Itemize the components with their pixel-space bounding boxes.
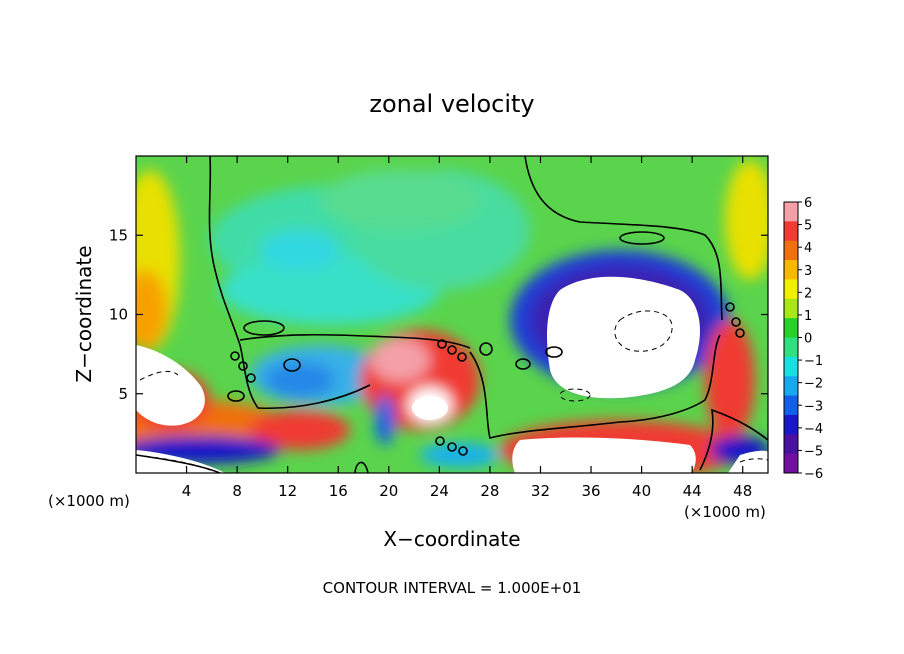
x-tick-label: 8: [232, 482, 242, 500]
x-axis: 4 8 12 16 20 24 28 32 36 40 44 48: [182, 156, 752, 500]
x-tick-label: 4: [182, 482, 192, 500]
colorbar-tick-label: −3: [804, 399, 823, 414]
colorbar-swatch: [784, 221, 798, 242]
colorbar-tick-label: −5: [804, 444, 823, 459]
colorbar-tick-label: 2: [804, 286, 812, 301]
colorbar-swatch: [784, 434, 798, 455]
y-tick-label: 5: [118, 385, 128, 403]
contour-interval-note: CONTOUR INTERVAL = 1.000E+01: [323, 579, 582, 597]
colorbar: 6 5 4 3 2 1 0 −1 −2 −3 −4 −5 −6: [783, 196, 823, 482]
colorbar-tick-label: 0: [804, 332, 812, 347]
colorbar-tick-label: −1: [804, 354, 823, 369]
colorbar-tick-label: 4: [804, 241, 812, 256]
x-tick-label: 48: [733, 482, 752, 500]
y-axis-label: Z−coordinate: [72, 245, 96, 382]
colorbar-swatch: [784, 240, 798, 261]
colorbar-tick-label: −4: [804, 422, 823, 437]
negative-contours: [136, 310, 768, 471]
colorbar-tick-label: 3: [804, 264, 812, 279]
x-tick-label: 36: [581, 482, 600, 500]
colorbar-tick-label: 6: [804, 196, 812, 211]
y-tick-label: 15: [109, 226, 128, 244]
x-tick-label: 20: [379, 482, 398, 500]
colorbar-swatch: [784, 279, 798, 300]
colorbar-swatch: [784, 453, 798, 474]
x-tick-label: 32: [531, 482, 550, 500]
x-tick-label: 28: [480, 482, 499, 500]
colorbar-swatch: [784, 414, 798, 435]
x-tick-label: 24: [430, 482, 449, 500]
colorbar-swatch: [784, 337, 798, 358]
colorbar-swatch: [784, 356, 798, 377]
colorbar-tick-label: −6: [804, 467, 823, 482]
y-axis: 5 10 15: [109, 226, 768, 403]
x-unit-label-right: (×1000 m): [684, 503, 766, 521]
x-unit-label-left: (×1000 m): [48, 492, 130, 510]
x-tick-label: 40: [632, 482, 651, 500]
chart-title: zonal velocity: [369, 90, 534, 118]
colorbar-swatch: [784, 298, 798, 319]
colorbar-swatch: [784, 318, 798, 338]
x-tick-label: 12: [278, 482, 297, 500]
x-tick-label: 16: [329, 482, 348, 500]
plot-area: [136, 156, 768, 473]
colorbar-swatch: [784, 395, 798, 416]
colorbar-swatch: [784, 376, 798, 397]
y-tick-label: 10: [109, 306, 128, 324]
colorbar-tick-label: 5: [804, 219, 812, 234]
colorbar-swatch: [784, 260, 798, 280]
x-axis-label: X−coordinate: [383, 527, 520, 551]
colorbar-tick-label: 1: [804, 309, 812, 324]
colorbar-tick-label: −2: [804, 377, 823, 392]
x-tick-label: 44: [683, 482, 702, 500]
colorbar-swatch: [784, 202, 798, 222]
